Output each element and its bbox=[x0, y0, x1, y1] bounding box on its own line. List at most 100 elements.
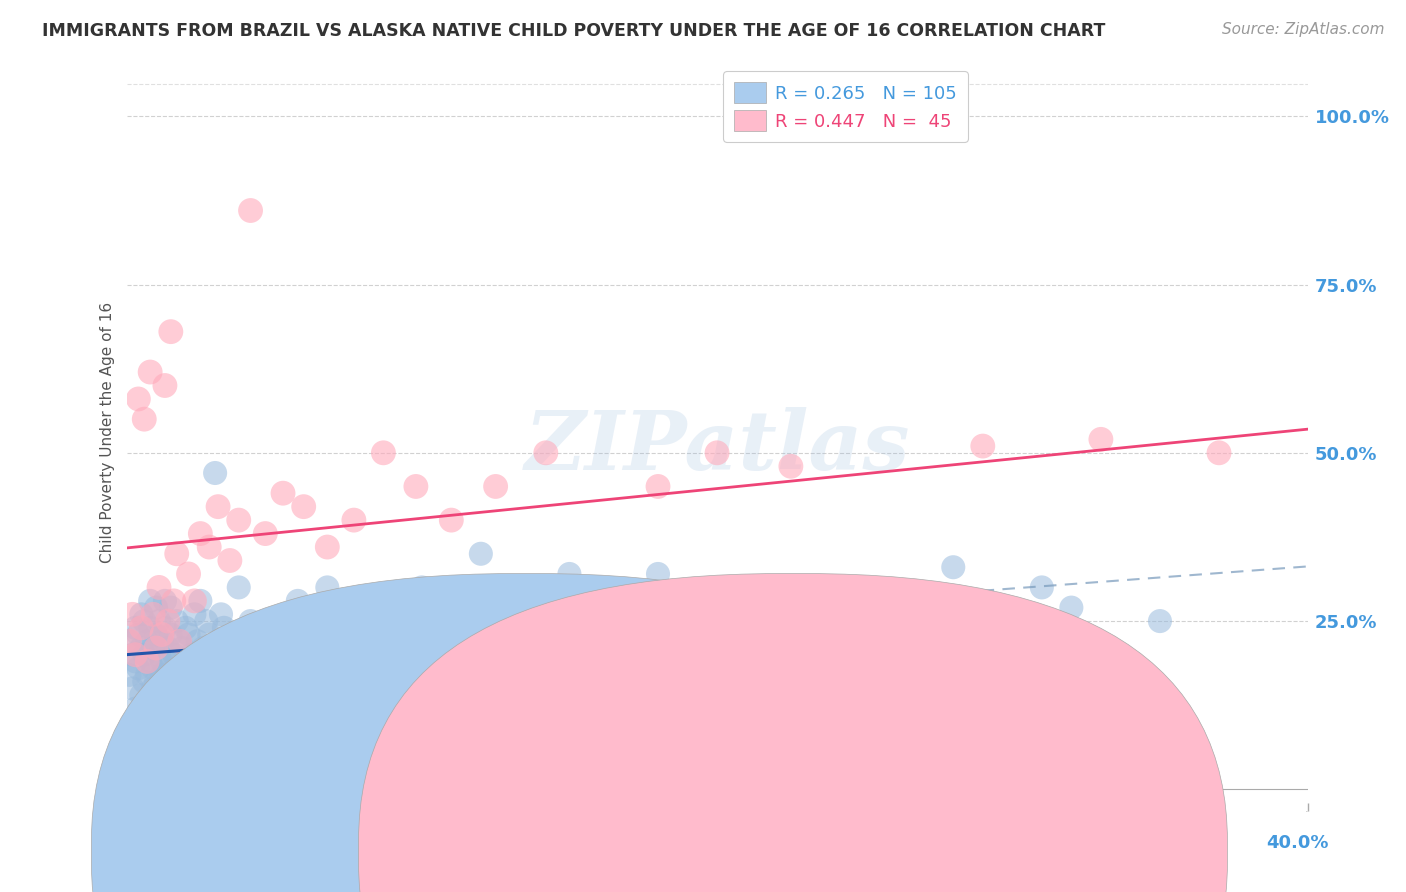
Point bbox=[129, 621, 153, 635]
Point bbox=[456, 648, 478, 662]
Point bbox=[160, 600, 183, 615]
Point bbox=[166, 614, 188, 628]
Point bbox=[440, 513, 463, 527]
Point bbox=[215, 655, 238, 669]
Point bbox=[271, 486, 294, 500]
Point bbox=[883, 594, 905, 608]
Point bbox=[127, 661, 149, 675]
Point bbox=[1031, 581, 1053, 595]
Point bbox=[156, 614, 179, 628]
Point bbox=[647, 566, 669, 581]
Point bbox=[207, 500, 229, 514]
Point bbox=[142, 681, 165, 696]
Point bbox=[139, 365, 162, 379]
Point bbox=[972, 634, 994, 648]
Point bbox=[160, 627, 183, 641]
Point bbox=[271, 735, 294, 749]
Text: Immigrants from Brazil: Immigrants from Brazil bbox=[534, 843, 762, 861]
Point bbox=[150, 627, 173, 641]
Point bbox=[298, 614, 321, 628]
Y-axis label: Child Poverty Under the Age of 16: Child Poverty Under the Age of 16 bbox=[100, 302, 115, 563]
Point bbox=[121, 607, 143, 622]
Point bbox=[136, 655, 159, 669]
Point bbox=[263, 701, 285, 715]
Point bbox=[139, 621, 162, 635]
Point bbox=[1149, 614, 1171, 628]
Point bbox=[153, 594, 176, 608]
Point bbox=[139, 655, 162, 669]
Point bbox=[706, 614, 728, 628]
Point bbox=[136, 634, 159, 648]
Point bbox=[156, 661, 179, 675]
Point bbox=[163, 648, 186, 662]
Point bbox=[127, 714, 149, 729]
Point bbox=[1208, 446, 1230, 460]
Point bbox=[172, 681, 194, 696]
Point bbox=[150, 655, 173, 669]
Point bbox=[134, 648, 156, 662]
Point bbox=[118, 668, 141, 682]
Point bbox=[118, 634, 141, 648]
Point bbox=[588, 594, 610, 608]
Point bbox=[853, 594, 876, 608]
Legend: R = 0.265   N = 105, R = 0.447   N =  45: R = 0.265 N = 105, R = 0.447 N = 45 bbox=[723, 71, 967, 142]
Point bbox=[780, 459, 803, 474]
Point bbox=[153, 621, 176, 635]
Point bbox=[124, 655, 146, 669]
Point bbox=[188, 655, 212, 669]
Point bbox=[150, 668, 173, 682]
Point bbox=[150, 634, 173, 648]
Point bbox=[228, 581, 250, 595]
Point bbox=[174, 621, 197, 635]
Point bbox=[292, 500, 315, 514]
Point bbox=[183, 668, 205, 682]
Point bbox=[254, 748, 277, 763]
Point bbox=[142, 661, 165, 675]
Point bbox=[177, 674, 200, 689]
Point bbox=[207, 634, 229, 648]
Point bbox=[145, 674, 167, 689]
Point bbox=[163, 594, 186, 608]
Point bbox=[145, 640, 167, 655]
Point bbox=[139, 594, 162, 608]
Point bbox=[153, 681, 176, 696]
Point bbox=[124, 648, 146, 662]
Text: Alaska Natives: Alaska Natives bbox=[801, 843, 960, 861]
Point bbox=[201, 648, 224, 662]
Point bbox=[534, 446, 557, 460]
Point bbox=[373, 446, 395, 460]
Point bbox=[124, 621, 146, 635]
Point bbox=[287, 594, 309, 608]
Point bbox=[136, 668, 159, 682]
Point bbox=[183, 594, 205, 608]
Point bbox=[148, 648, 170, 662]
Point bbox=[343, 513, 366, 527]
Point bbox=[316, 581, 339, 595]
Text: Source: ZipAtlas.com: Source: ZipAtlas.com bbox=[1222, 22, 1385, 37]
Point bbox=[794, 581, 817, 595]
Point bbox=[869, 587, 891, 601]
Point bbox=[121, 648, 143, 662]
Point bbox=[172, 640, 194, 655]
Point bbox=[160, 674, 183, 689]
Point bbox=[198, 540, 221, 554]
Point bbox=[134, 674, 156, 689]
Point bbox=[129, 640, 153, 655]
Point bbox=[134, 412, 156, 426]
Point bbox=[316, 540, 339, 554]
Point bbox=[183, 607, 205, 622]
Point bbox=[239, 203, 262, 218]
Point bbox=[198, 627, 221, 641]
Point bbox=[129, 607, 153, 622]
Point bbox=[529, 581, 551, 595]
Text: ZIPatlas: ZIPatlas bbox=[524, 408, 910, 487]
Point bbox=[172, 681, 194, 696]
Point bbox=[239, 614, 262, 628]
Point bbox=[148, 614, 170, 628]
Point bbox=[193, 640, 215, 655]
Point bbox=[169, 634, 191, 648]
Point bbox=[225, 661, 247, 675]
Point bbox=[169, 668, 191, 682]
Point bbox=[254, 526, 277, 541]
Point bbox=[160, 325, 183, 339]
